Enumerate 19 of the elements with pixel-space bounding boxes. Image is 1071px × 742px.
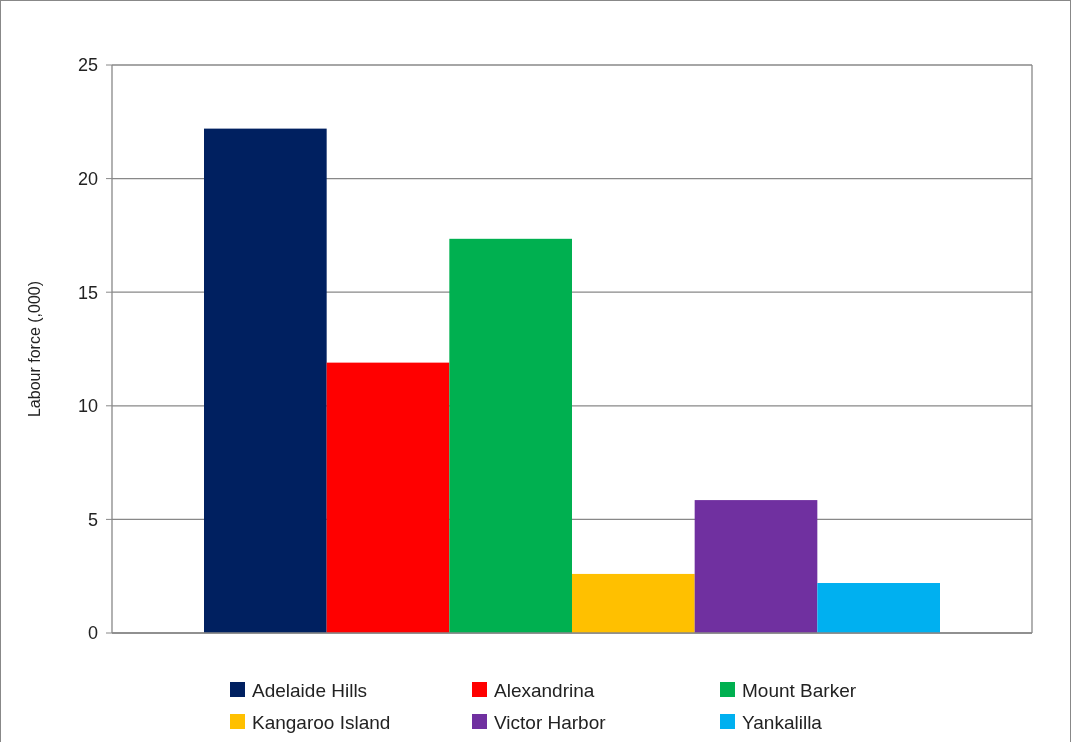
bar <box>204 128 327 633</box>
bar <box>449 238 572 633</box>
legend-label: Yankalilla <box>742 711 823 733</box>
bar <box>572 573 695 633</box>
legend-label: Victor Harbor <box>494 711 607 733</box>
bar <box>694 500 818 633</box>
y-tick-label: 20 <box>77 168 98 189</box>
legend-label: Kangaroo Island <box>252 711 391 733</box>
y-tick-label: 25 <box>77 55 98 76</box>
legend-label: Alexandrina <box>494 679 595 701</box>
y-tick-label: 15 <box>77 282 98 303</box>
bar <box>817 583 940 633</box>
y-tick-label: 5 <box>87 509 98 530</box>
y-tick-label: 0 <box>87 623 98 644</box>
bar <box>326 362 450 633</box>
y-axis-title: Labour force (,000) <box>26 280 43 418</box>
legend-label: Adelaide Hills <box>252 679 368 701</box>
y-tick-label: 10 <box>77 396 98 417</box>
legend-label: Mount Barker <box>742 679 857 701</box>
